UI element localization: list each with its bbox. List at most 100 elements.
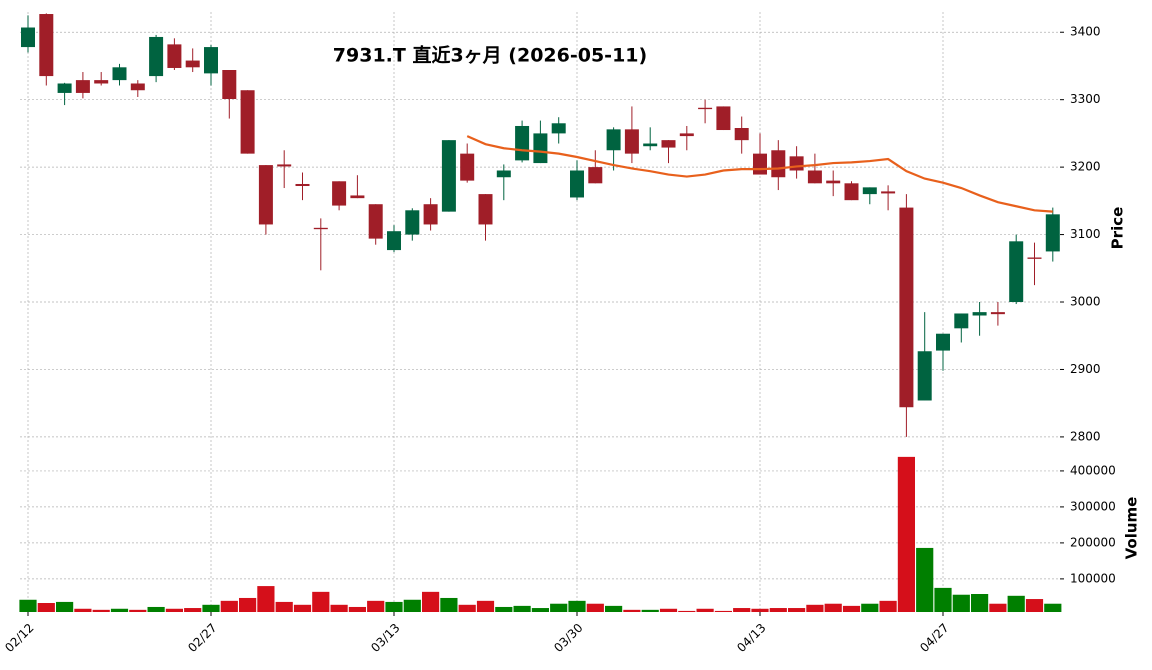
candle-body [899, 207, 914, 408]
candle-body [277, 164, 292, 167]
volume-bar [751, 608, 769, 612]
y-axis-label: Volume [1123, 497, 1141, 560]
volume-bar [330, 604, 348, 612]
candle-body [478, 194, 493, 225]
volume-bar [56, 601, 74, 612]
volume-bar [714, 610, 732, 612]
volume-bar [184, 608, 202, 612]
candle-body [771, 150, 786, 178]
candle-body [972, 312, 987, 316]
candle-body [551, 123, 566, 134]
volume-bar [1025, 599, 1044, 612]
candle-body [112, 67, 127, 81]
candle-body [94, 80, 109, 84]
volume-bar [696, 608, 714, 612]
volume-bar [440, 597, 458, 612]
volume-bar [348, 606, 366, 612]
volume-bar [531, 608, 549, 612]
volume-bar [788, 608, 806, 612]
volume-bar [367, 600, 385, 612]
volume-bar [129, 609, 147, 612]
candle-body [368, 204, 383, 239]
candle-body [332, 181, 347, 206]
volume-bar [678, 610, 696, 612]
candle-body [405, 210, 420, 235]
volume-bar [861, 603, 879, 612]
volume-bar [879, 600, 897, 612]
candle-body [624, 129, 639, 154]
chart-title: 7931.T 直近3ヶ月 (2026-05-11) [333, 44, 647, 67]
candle-body [588, 167, 603, 184]
volume-bar [733, 608, 751, 612]
volume-bar [220, 600, 238, 612]
y-tick-label: 3000 [1070, 295, 1101, 309]
y-tick-label: 100000 [1070, 571, 1116, 585]
volume-bar [257, 586, 275, 612]
volume-bar [275, 601, 293, 612]
y-axis-label: Price [1109, 207, 1127, 250]
candle-body [917, 351, 932, 401]
candle-body [862, 187, 877, 195]
candle-body [753, 153, 767, 175]
candle-body [716, 106, 731, 131]
volume-bar [385, 601, 403, 612]
candle-body [1045, 214, 1060, 252]
candle-body [222, 70, 237, 100]
volume-bar [641, 609, 659, 612]
volume-bar [513, 605, 531, 612]
y-tick-label: 3300 [1070, 92, 1101, 106]
volume-bar [1044, 603, 1062, 612]
candle-body [75, 80, 90, 93]
candle-body [734, 128, 749, 141]
candle-body [661, 140, 676, 148]
y-tick-label: 200000 [1070, 535, 1116, 549]
volume-bar [769, 608, 787, 612]
candle-body [423, 204, 438, 225]
volume-bar [19, 599, 37, 612]
candle-body [1027, 257, 1042, 259]
x-tick-label: 02/27 [185, 621, 219, 655]
candle-body [844, 183, 859, 201]
volume-bar [92, 609, 110, 612]
y-tick-label: 3200 [1070, 160, 1101, 174]
volume-bar [952, 594, 970, 612]
candle-body [167, 44, 182, 68]
volume-bar [202, 604, 220, 612]
y-tick-label: 3100 [1070, 227, 1101, 241]
y-tick-label: 2800 [1070, 429, 1101, 443]
candle-body [936, 333, 950, 351]
candle-body [533, 133, 548, 164]
candle-body [606, 129, 621, 151]
volume-bar [74, 608, 92, 612]
volume-bar [806, 604, 824, 612]
y-tick-label: 3400 [1070, 25, 1101, 39]
candle-body [130, 83, 145, 91]
candle-body [313, 227, 328, 230]
candle-body [1009, 241, 1024, 303]
x-tick-label: 02/12 [2, 621, 36, 655]
volume-bar [147, 606, 165, 612]
volume-bar [403, 599, 421, 612]
volume-bar [239, 597, 257, 612]
x-tick-label: 03/13 [368, 621, 402, 655]
volume-bar [623, 609, 641, 612]
candle-body [39, 14, 54, 77]
candle-body [789, 156, 804, 171]
candle-body [149, 36, 164, 77]
candle-body [679, 133, 694, 137]
candle-body [570, 170, 584, 198]
y-tick-label: 400000 [1070, 463, 1116, 477]
candle-body [204, 47, 218, 74]
candle-body [643, 143, 658, 147]
candle-body [460, 153, 475, 181]
volume-bar [1007, 595, 1025, 612]
y-tick-label: 300000 [1070, 499, 1116, 513]
x-tick-label: 03/30 [551, 621, 585, 655]
candle-body [240, 90, 255, 154]
x-tick-label: 04/13 [734, 621, 768, 655]
candle-body [57, 83, 72, 93]
candle-body [496, 170, 511, 178]
candle-body [515, 125, 530, 161]
volume-bar [110, 608, 129, 612]
volume-bar [842, 605, 861, 612]
